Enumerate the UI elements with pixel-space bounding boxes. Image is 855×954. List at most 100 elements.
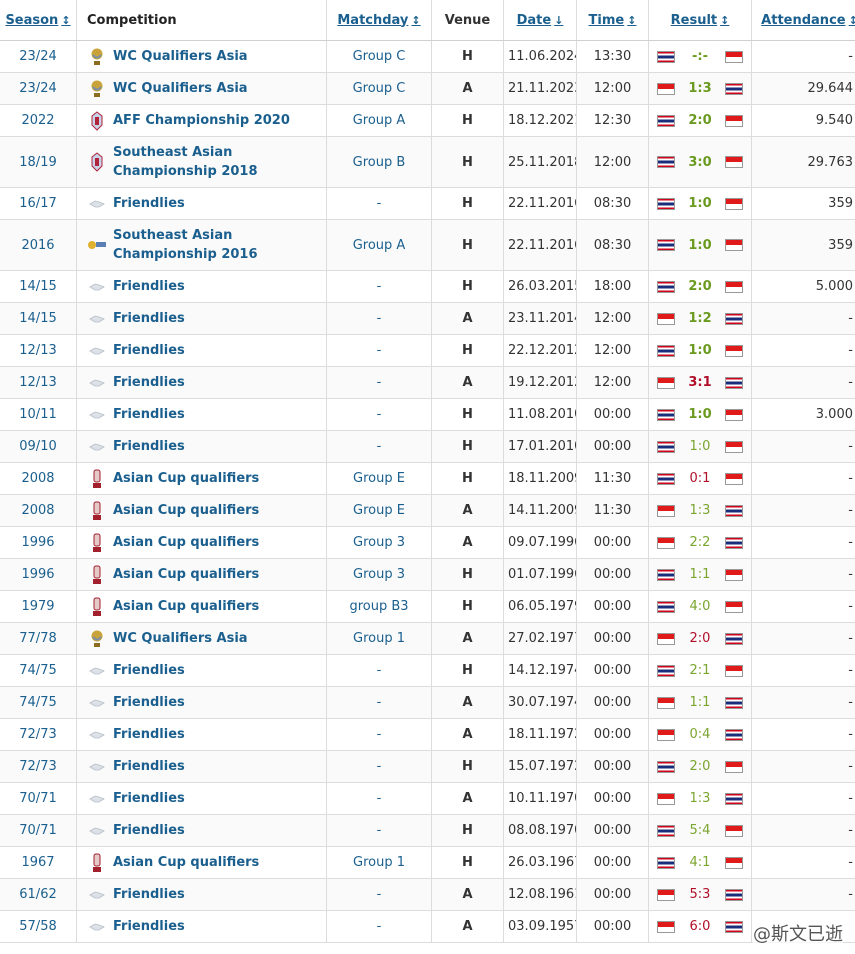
match-score-link[interactable]: 2:0 — [688, 279, 712, 294]
match-score-link[interactable]: 1:3 — [688, 81, 712, 96]
match-score-link[interactable]: 4:0 — [689, 599, 711, 614]
season-link[interactable]: 1996 — [21, 567, 55, 582]
season-cell[interactable]: 2022 — [0, 104, 77, 137]
friendly-icon[interactable] — [87, 661, 107, 681]
match-score-link[interactable]: 2:2 — [689, 535, 711, 550]
match-score-link[interactable]: 5:4 — [689, 823, 711, 838]
season-cell[interactable]: 12/13 — [0, 366, 77, 399]
result-cell[interactable]: 1:3 — [648, 72, 752, 105]
match-score-link[interactable]: 3:0 — [688, 154, 712, 170]
season-link[interactable]: 2008 — [21, 503, 55, 518]
wc-trophy-icon[interactable] — [87, 629, 107, 649]
result-cell[interactable]: 1:0 — [648, 398, 752, 431]
season-link[interactable]: 74/75 — [19, 663, 57, 678]
competition-link[interactable]: Friendlies — [113, 887, 185, 902]
attendance-header[interactable]: Attendance↕ — [751, 0, 855, 41]
friendly-icon[interactable] — [87, 725, 107, 745]
matchday-cell[interactable]: Group 1 — [326, 622, 432, 655]
season-link[interactable]: 70/71 — [19, 823, 57, 838]
competition-cell[interactable]: Friendlies — [76, 750, 327, 783]
match-score-link[interactable]: 1:0 — [688, 237, 712, 253]
result-cell[interactable]: 2:0 — [648, 270, 752, 303]
season-cell[interactable]: 18/19 — [0, 136, 77, 188]
match-score-link[interactable]: -:- — [692, 49, 708, 64]
result-cell[interactable]: 3:1 — [648, 366, 752, 399]
season-link[interactable]: 72/73 — [19, 727, 57, 742]
result-cell[interactable]: 1:0 — [648, 430, 752, 463]
season-link[interactable]: 2016 — [21, 237, 55, 253]
matchday-cell[interactable]: Group B — [326, 136, 432, 188]
matchday-label[interactable]: Group 1 — [353, 631, 405, 646]
match-score-link[interactable]: 1:1 — [689, 567, 711, 582]
competition-link[interactable]: WC Qualifiers Asia — [113, 81, 248, 96]
matchday-label[interactable]: Group C — [352, 49, 406, 64]
competition-cell[interactable]: Friendlies — [76, 302, 327, 335]
friendly-icon[interactable] — [87, 757, 107, 777]
asian-cup-icon[interactable] — [87, 469, 107, 489]
season-link[interactable]: 23/24 — [19, 81, 57, 96]
aff-logo-icon[interactable] — [87, 110, 107, 131]
friendly-icon[interactable] — [87, 789, 107, 809]
matchday-label[interactable]: Group 3 — [353, 567, 405, 582]
competition-link[interactable]: Friendlies — [113, 823, 185, 838]
competition-cell[interactable]: AFF Championship 2020 — [76, 104, 327, 137]
competition-cell[interactable]: Friendlies — [76, 270, 327, 303]
competition-cell[interactable]: Southeast Asian Championship 2018 — [76, 136, 327, 188]
friendly-icon[interactable] — [87, 821, 107, 841]
season-cell[interactable]: 72/73 — [0, 750, 77, 783]
asian-cup-icon[interactable] — [87, 597, 107, 617]
season-link[interactable]: 09/10 — [19, 439, 57, 454]
season-cell[interactable]: 16/17 — [0, 187, 77, 220]
competition-cell[interactable]: Friendlies — [76, 654, 327, 687]
competition-cell[interactable]: Friendlies — [76, 366, 327, 399]
match-score-link[interactable]: 5:3 — [689, 887, 711, 902]
competition-cell[interactable]: Friendlies — [76, 814, 327, 847]
result-cell[interactable]: 1:0 — [648, 334, 752, 367]
result-cell[interactable]: 2:1 — [648, 654, 752, 687]
friendly-icon[interactable] — [87, 885, 107, 905]
competition-cell[interactable]: Asian Cup qualifiers — [76, 558, 327, 591]
season-link[interactable]: 18/19 — [19, 154, 57, 170]
result-cell[interactable]: 5:4 — [648, 814, 752, 847]
season-cell[interactable]: 12/13 — [0, 334, 77, 367]
result-cell[interactable]: 2:0 — [648, 104, 752, 137]
competition-cell[interactable]: Asian Cup qualifiers — [76, 494, 327, 527]
competition-link[interactable]: Friendlies — [113, 343, 185, 358]
match-score-link[interactable]: 0:4 — [689, 727, 711, 742]
season-cell[interactable]: 70/71 — [0, 814, 77, 847]
result-cell[interactable]: 2:0 — [648, 622, 752, 655]
matchday-cell[interactable]: Group A — [326, 219, 432, 271]
season-link[interactable]: 77/78 — [19, 631, 57, 646]
matchday-cell[interactable]: Group E — [326, 462, 432, 495]
result-cell[interactable]: 2:2 — [648, 526, 752, 559]
season-cell[interactable]: 23/24 — [0, 72, 77, 105]
competition-link[interactable]: Friendlies — [113, 439, 185, 454]
season-link[interactable]: 12/13 — [19, 343, 57, 358]
result-cell[interactable]: 1:1 — [648, 558, 752, 591]
asian-cup-icon[interactable] — [87, 565, 107, 585]
season-cell[interactable]: 61/62 — [0, 878, 77, 911]
competition-link[interactable]: Asian Cup qualifiers — [113, 503, 260, 518]
asian-cup-icon[interactable] — [87, 853, 107, 873]
season-link[interactable]: 14/15 — [19, 279, 57, 294]
matchday-label[interactable]: Group B — [352, 154, 406, 170]
wc-trophy-icon[interactable] — [87, 79, 107, 99]
season-link[interactable]: 2022 — [21, 113, 55, 128]
season-link[interactable]: 1979 — [21, 599, 55, 614]
season-cell[interactable]: 14/15 — [0, 302, 77, 335]
season-link[interactable]: 12/13 — [19, 375, 57, 390]
season-link[interactable]: 1967 — [21, 855, 55, 870]
friendly-icon[interactable] — [87, 309, 107, 329]
season-cell[interactable]: 1996 — [0, 526, 77, 559]
friendly-icon[interactable] — [87, 693, 107, 713]
season-link[interactable]: 57/58 — [19, 919, 57, 934]
season-cell[interactable]: 23/24 — [0, 40, 77, 73]
matchday-label[interactable]: Group A — [352, 237, 406, 253]
matchday-label[interactable]: group B3 — [349, 599, 409, 614]
competition-link[interactable]: WC Qualifiers Asia — [113, 49, 248, 64]
matchday-label[interactable]: Group E — [353, 503, 405, 518]
competition-link[interactable]: Friendlies — [113, 695, 185, 710]
match-score-link[interactable]: 2:1 — [689, 663, 711, 678]
season-cell[interactable]: 10/11 — [0, 398, 77, 431]
season-cell[interactable]: 74/75 — [0, 654, 77, 687]
